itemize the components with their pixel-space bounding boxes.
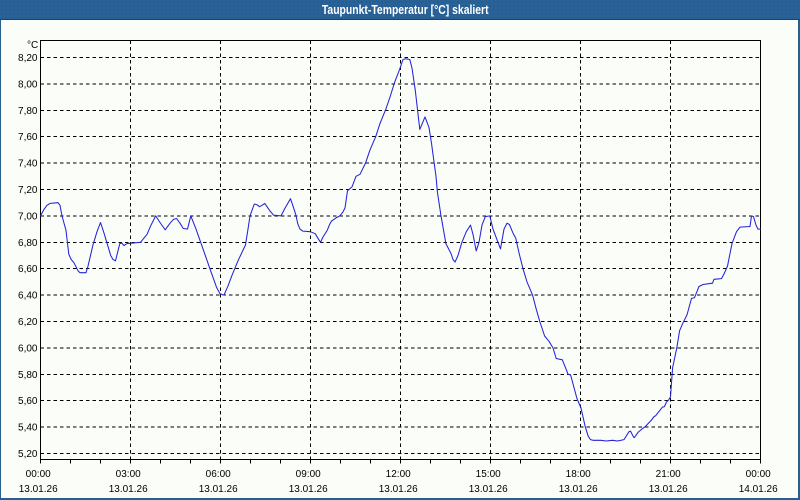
svg-text:13.01.26: 13.01.26 xyxy=(379,484,418,495)
svg-text:6,20: 6,20 xyxy=(18,317,38,328)
svg-text:6,80: 6,80 xyxy=(18,238,38,249)
svg-text:14.01.26: 14.01.26 xyxy=(739,484,778,495)
svg-text:7,60: 7,60 xyxy=(18,132,38,143)
svg-text:7,40: 7,40 xyxy=(18,159,38,170)
svg-text:8,20: 8,20 xyxy=(18,53,38,64)
svg-text:5,60: 5,60 xyxy=(18,396,38,407)
svg-text:13.01.26: 13.01.26 xyxy=(109,484,148,495)
svg-text:00:00: 00:00 xyxy=(746,469,771,480)
svg-text:18:00: 18:00 xyxy=(566,469,591,480)
svg-text:5,20: 5,20 xyxy=(18,449,38,460)
svg-text:7,80: 7,80 xyxy=(18,106,38,117)
svg-text:6,60: 6,60 xyxy=(18,264,38,275)
svg-text:6,40: 6,40 xyxy=(18,291,38,302)
svg-text:12:00: 12:00 xyxy=(386,469,411,480)
svg-text:13.01.26: 13.01.26 xyxy=(469,484,508,495)
svg-text:21:00: 21:00 xyxy=(656,469,681,480)
svg-text:°C: °C xyxy=(27,40,38,51)
svg-text:09:00: 09:00 xyxy=(296,469,321,480)
svg-text:8,00: 8,00 xyxy=(18,79,38,90)
svg-text:00:00: 00:00 xyxy=(26,469,51,480)
svg-text:13.01.26: 13.01.26 xyxy=(199,484,238,495)
svg-text:5,40: 5,40 xyxy=(18,423,38,434)
svg-text:15:00: 15:00 xyxy=(476,469,501,480)
svg-text:06:00: 06:00 xyxy=(206,469,231,480)
svg-text:6,00: 6,00 xyxy=(18,343,38,354)
svg-text:13.01.26: 13.01.26 xyxy=(559,484,598,495)
svg-text:13.01.26: 13.01.26 xyxy=(649,484,688,495)
svg-text:13.01.26: 13.01.26 xyxy=(19,484,58,495)
svg-text:03:00: 03:00 xyxy=(116,469,141,480)
svg-text:5,80: 5,80 xyxy=(18,370,38,381)
svg-text:7,00: 7,00 xyxy=(18,211,38,222)
svg-text:7,20: 7,20 xyxy=(18,185,38,196)
svg-text:13.01.26: 13.01.26 xyxy=(289,484,328,495)
